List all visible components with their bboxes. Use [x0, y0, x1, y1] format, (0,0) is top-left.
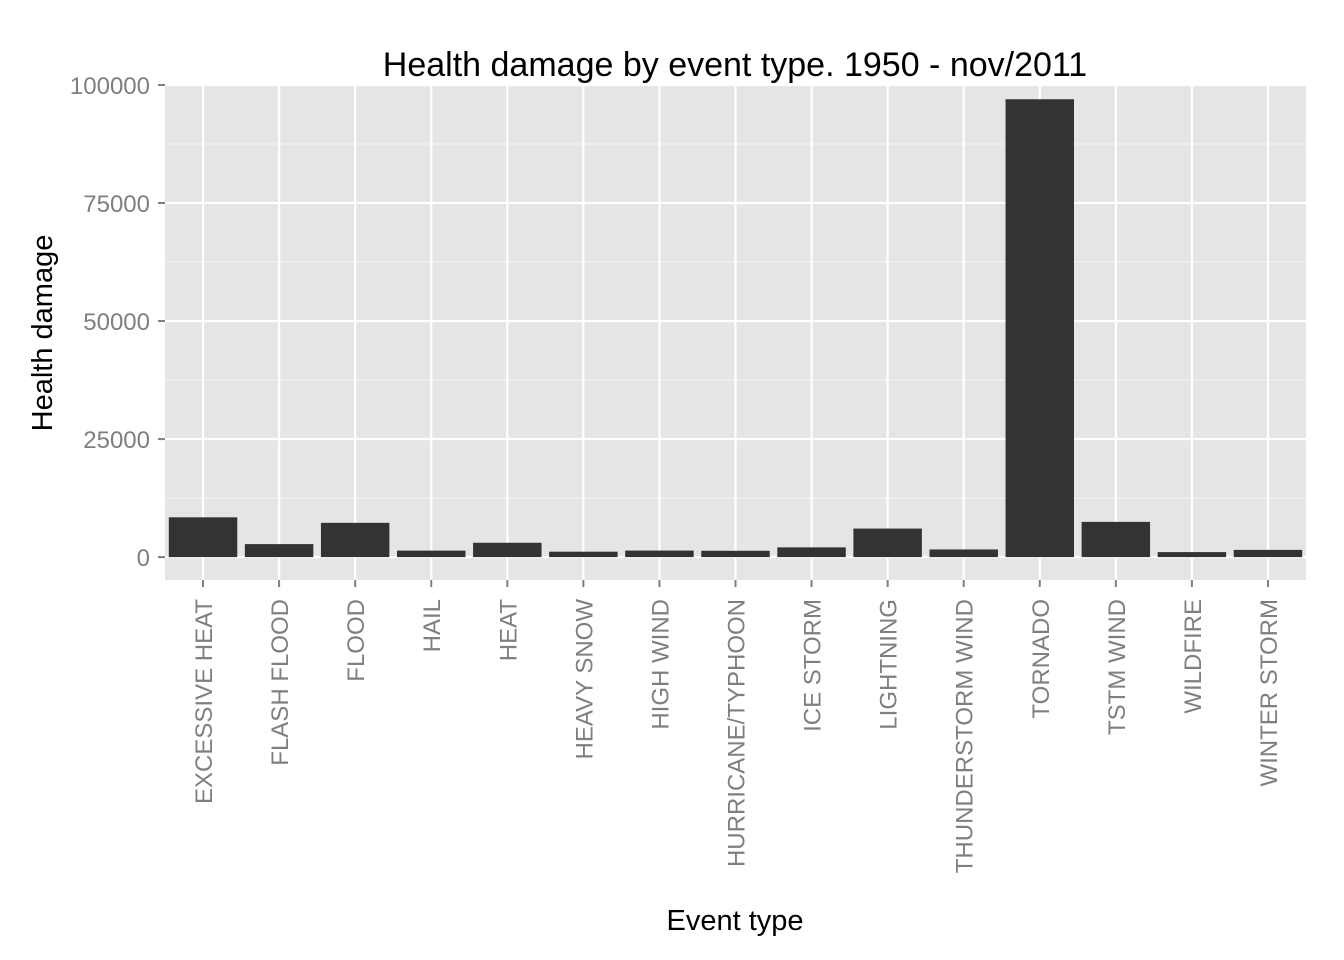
bar [1157, 552, 1227, 558]
x-tick-label: FLOOD [343, 599, 370, 682]
y-tick-label: 75000 [83, 191, 150, 218]
x-tick-label: HIGH WIND [647, 599, 674, 730]
x-tick-label: HURRICANE/TYPHOON [724, 599, 751, 867]
y-tick-label: 100000 [70, 73, 150, 100]
bar [1233, 549, 1303, 558]
x-tick-label: LIGHTNING [876, 599, 903, 730]
bar [397, 550, 466, 558]
y-tick-label: 25000 [83, 427, 150, 454]
y-axis: 0 25000 50000 75000 100000 [70, 73, 165, 572]
x-tick-label: ICE STORM [800, 599, 827, 732]
y-tick-label: 50000 [83, 309, 150, 336]
y-tick-label: 0 [137, 545, 150, 572]
chart-title: Health damage by event type. 1950 - nov/… [383, 46, 1087, 84]
x-tick-label: EXCESSIVE HEAT [191, 599, 218, 804]
x-tick-label: WILDFIRE [1180, 599, 1207, 714]
x-tick-label: HAIL [419, 599, 446, 652]
y-axis-title: Health damage [27, 235, 59, 432]
bar [168, 517, 238, 558]
bar [777, 547, 846, 558]
x-axis-title: Event type [666, 905, 803, 937]
bar [1005, 99, 1074, 558]
bar [1081, 521, 1151, 558]
x-tick-label: TORNADO [1028, 599, 1055, 719]
bar [929, 549, 998, 558]
x-tick-label: TSTM WIND [1104, 599, 1131, 735]
x-axis: EXCESSIVE HEAT FLASH FLOOD FLOOD HAIL HEAT HE… [191, 580, 1283, 873]
x-tick-label: WINTER STORM [1256, 599, 1283, 787]
bar [549, 551, 618, 558]
bar [320, 522, 390, 558]
bar [473, 542, 542, 558]
bar [625, 550, 694, 558]
x-tick-label: FLASH FLOOD [267, 599, 294, 766]
x-tick-label: THUNDERSTORM WIND [952, 599, 979, 873]
x-tick-label: HEAT [495, 599, 522, 662]
bar [244, 544, 314, 558]
bars [168, 99, 1303, 558]
bar [701, 550, 770, 558]
x-tick-label: HEAVY SNOW [571, 599, 598, 760]
plot-panel [165, 83, 1306, 580]
bar [853, 528, 922, 558]
